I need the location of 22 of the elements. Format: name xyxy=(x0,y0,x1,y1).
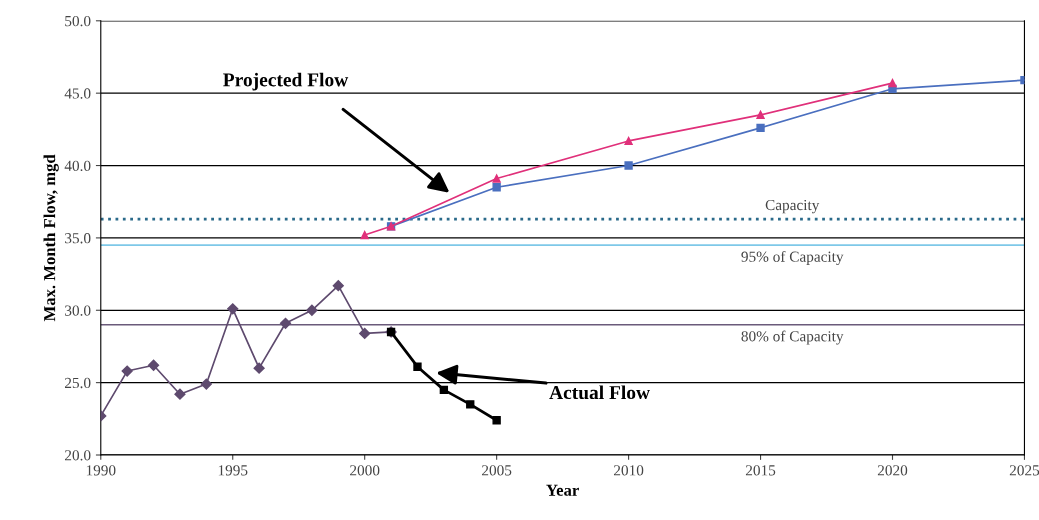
x-tick-label: 2000 xyxy=(350,465,380,476)
x-tick-label: 2005 xyxy=(482,465,512,476)
y-tick-label: 45.0 xyxy=(64,88,91,99)
x-tick-label: 2015 xyxy=(745,465,776,476)
x-tick-label: 2010 xyxy=(613,465,644,476)
y-tick-label: 35.0 xyxy=(65,233,91,244)
x-tick-label: 1995 xyxy=(218,465,248,476)
x-tick-label: 1990 xyxy=(86,465,116,476)
x-tick-label: 2020 xyxy=(877,465,908,476)
annotation: Projected Flow xyxy=(223,72,349,91)
ref-line-label: Capacity xyxy=(765,199,820,214)
annotation: Actual Flow xyxy=(549,385,650,400)
y-axis-title: Max. Month Flow, mgd xyxy=(43,154,59,322)
y-tick-label: 50.0 xyxy=(65,15,91,27)
x-axis-title: Year xyxy=(546,484,579,496)
y-tick-label: 20.0 xyxy=(65,450,91,461)
ref-line-label: 95% of Capacity xyxy=(741,250,844,265)
ref-line-label: 80% of Capacity xyxy=(741,330,844,345)
y-tick-label: 30.0 xyxy=(65,305,91,316)
y-tick-label: 40.0 xyxy=(64,160,91,172)
x-tick-label: 2025 xyxy=(1009,465,1039,476)
y-tick-label: 25.0 xyxy=(65,377,91,389)
